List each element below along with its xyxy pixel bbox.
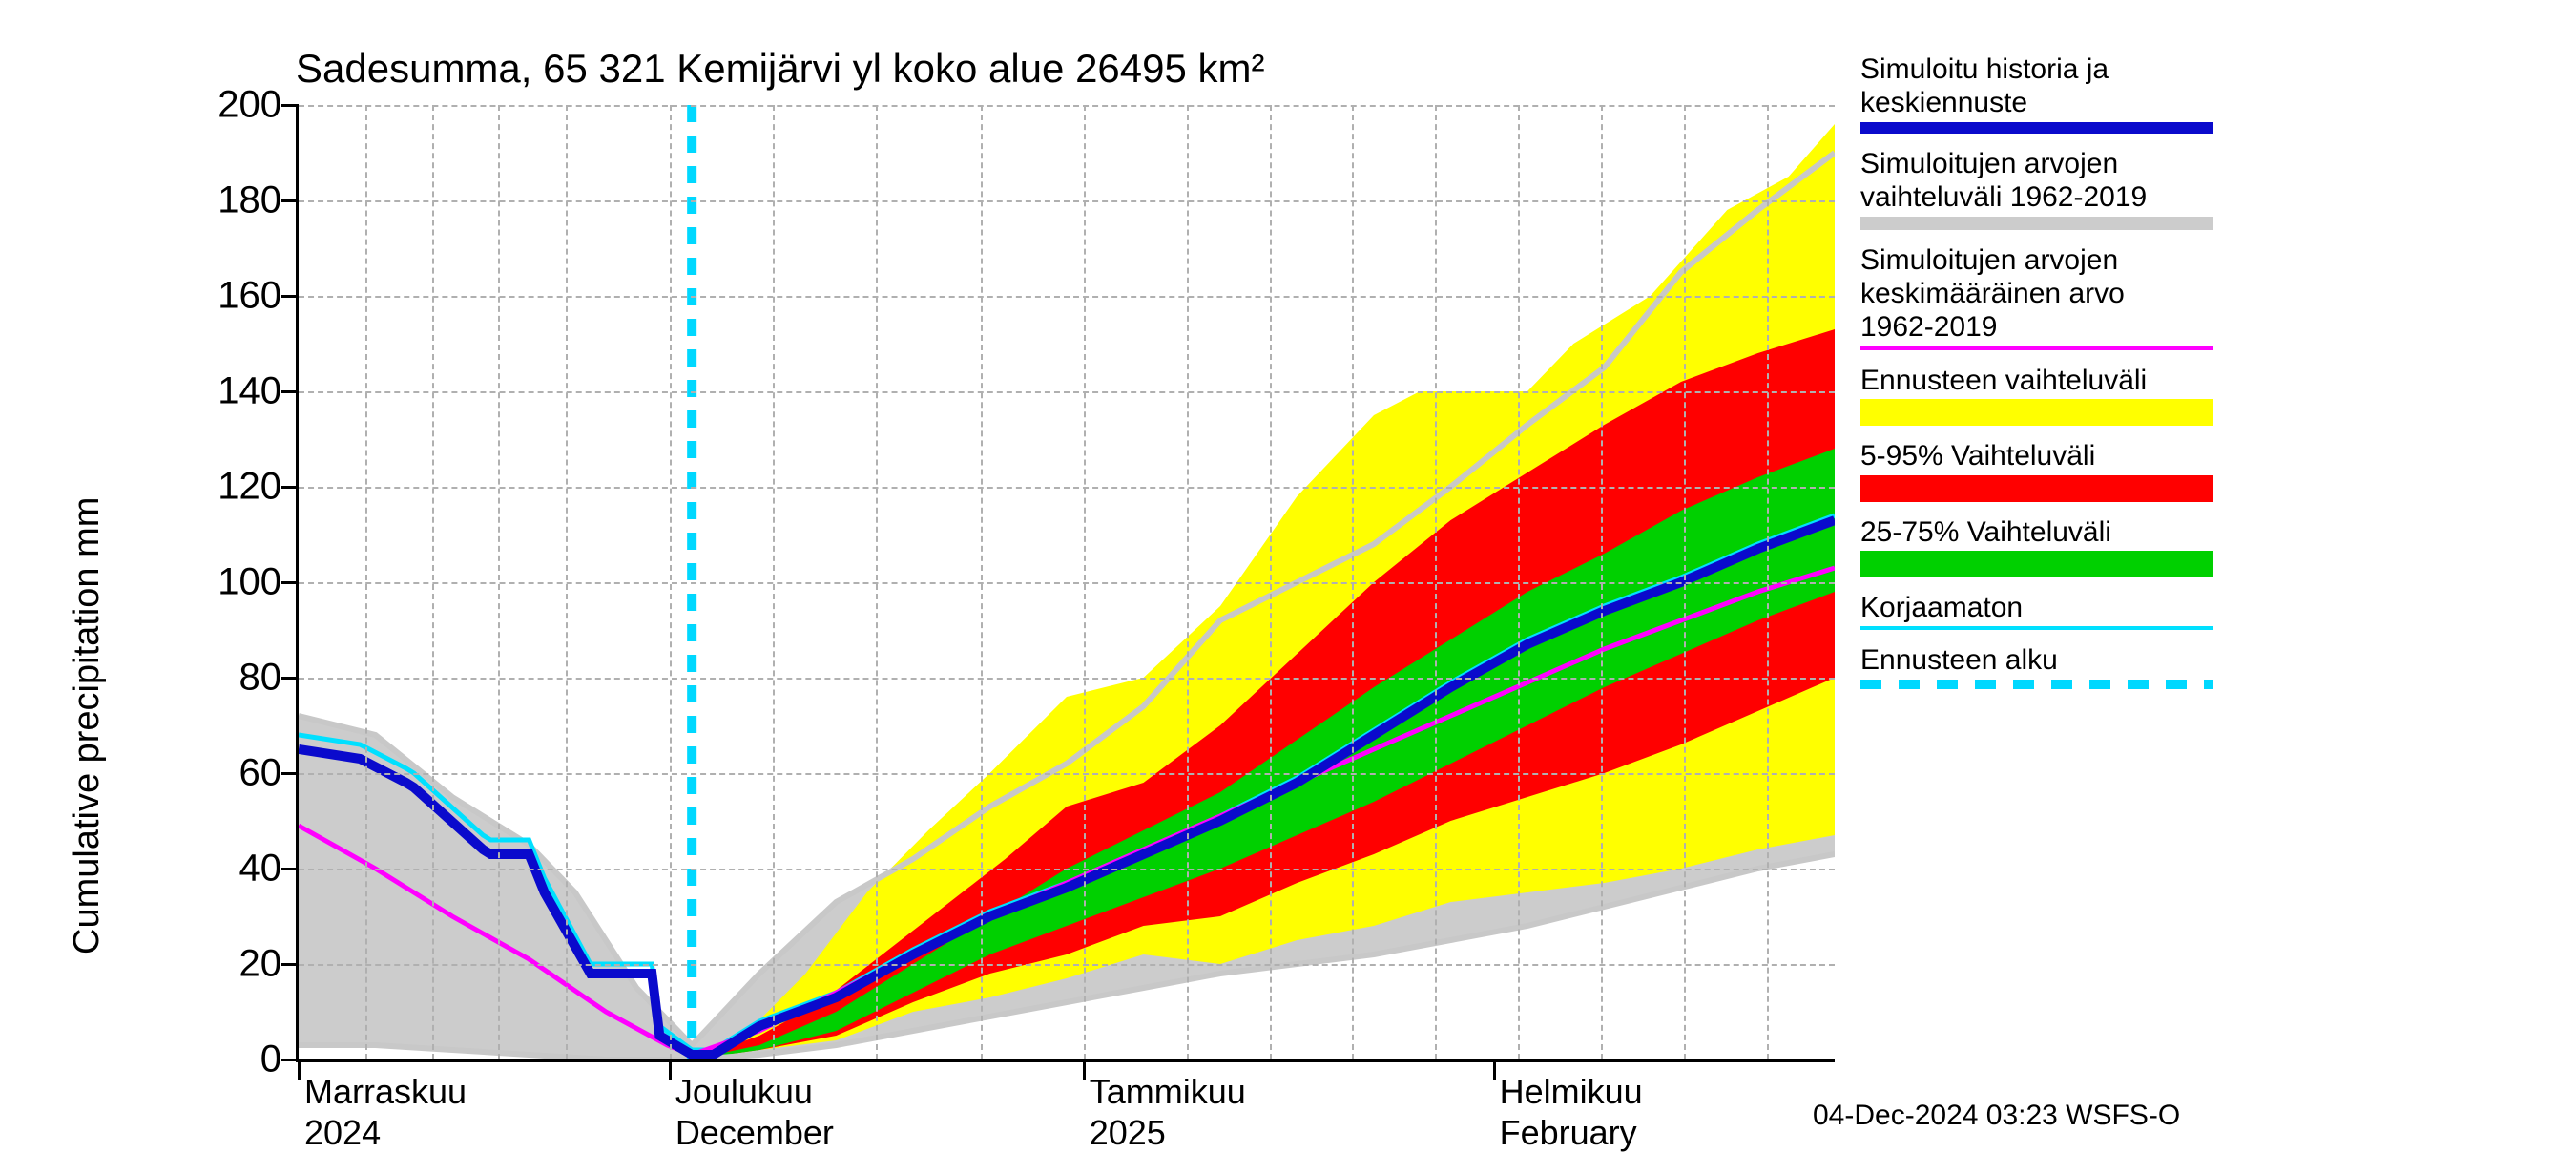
grid-line-h [299,200,1835,202]
grid-line-v [1518,105,1520,1059]
y-tick-mark [281,868,299,870]
y-tick-mark [281,199,299,202]
y-axis-label: Cumulative precipitation mm [67,497,108,954]
plot-area: 020406080100120140160180200Marraskuu 202… [296,105,1835,1062]
grid-line-h [299,391,1835,393]
grid-line-h [299,487,1835,489]
legend-swatch [1860,475,2213,502]
legend-label: Ennusteen alku [1860,643,2242,677]
legend-swatch [1860,626,2213,630]
grid-line-v [566,105,568,1059]
grid-line-v [1767,105,1769,1059]
y-tick-label: 200 [167,84,281,127]
legend-item: Simuloitujen arvojen vaihteluväli 1962-2… [1860,147,2242,230]
legend-label: Simuloitu historia ja keskiennuste [1860,52,2242,120]
y-tick-mark [281,295,299,298]
legend-label: 5-95% Vaihteluväli [1860,439,2242,472]
grid-line-v [1352,105,1354,1059]
grid-line-v [1435,105,1437,1059]
grid-line-h [299,296,1835,298]
y-tick-label: 40 [167,848,281,891]
grid-line-v [670,105,672,1059]
legend-label: Simuloitujen arvojen keskimääräinen arvo… [1860,243,2242,345]
y-tick-label: 160 [167,275,281,318]
y-tick-label: 100 [167,561,281,604]
legend-label: Korjaamaton [1860,591,2242,624]
grid-line-v [498,105,500,1059]
y-tick-mark [281,1059,299,1061]
legend-swatch [1860,399,2213,426]
y-tick-mark [281,677,299,680]
y-tick-mark [281,963,299,966]
legend-swatch [1860,551,2213,577]
x-tick-mark [1493,1059,1496,1080]
grid-line-v [1187,105,1189,1059]
y-tick-label: 180 [167,179,281,222]
grid-line-v [773,105,775,1059]
legend-item: Ennusteen vaihteluväli [1860,364,2242,426]
y-tick-label: 120 [167,466,281,509]
legend-item: Ennusteen alku [1860,643,2242,688]
legend-label: 25-75% Vaihteluväli [1860,515,2242,549]
legend-swatch [1860,346,2213,350]
grid-line-h [299,105,1835,107]
footer-timestamp: 04-Dec-2024 03:23 WSFS-O [1813,1100,2180,1132]
y-tick-mark [281,486,299,489]
chart-container: Sadesumma, 65 321 Kemijärvi yl koko alue… [0,0,2576,1145]
y-tick-label: 80 [167,657,281,700]
y-tick-label: 20 [167,943,281,986]
y-tick-mark [281,581,299,584]
x-tick-label: Marraskuu 2024 [304,1071,467,1153]
legend-label: Simuloitujen arvojen vaihteluväli 1962-2… [1860,147,2242,215]
legend-label: Ennusteen vaihteluväli [1860,364,2242,397]
grid-line-v [981,105,983,1059]
grid-line-v [1601,105,1603,1059]
grid-line-v [1270,105,1272,1059]
grid-line-v [876,105,878,1059]
legend-item: 25-75% Vaihteluväli [1860,515,2242,577]
y-tick-label: 140 [167,370,281,413]
y-tick-label: 0 [167,1038,281,1081]
grid-line-h [299,678,1835,680]
grid-line-h [299,964,1835,966]
x-tick-label: Tammikuu 2025 [1090,1071,1246,1153]
chart-title: Sadesumma, 65 321 Kemijärvi yl koko alue… [296,46,1265,92]
x-tick-mark [298,1059,301,1080]
grid-line-v [1684,105,1686,1059]
legend-item: Korjaamaton [1860,591,2242,630]
y-tick-mark [281,104,299,107]
y-tick-mark [281,390,299,393]
x-tick-mark [1083,1059,1086,1080]
legend-item: Simuloitu historia ja keskiennuste [1860,52,2242,134]
x-tick-mark [669,1059,672,1080]
grid-line-v [365,105,367,1059]
x-tick-label: Helmikuu February [1500,1071,1643,1153]
grid-line-v [432,105,434,1059]
grid-line-h [299,869,1835,870]
grid-line-h [299,773,1835,775]
legend: Simuloitu historia ja keskiennuste Simulo… [1860,52,2242,702]
legend-item: 5-95% Vaihteluväli [1860,439,2242,501]
legend-swatch [1860,122,2213,134]
legend-swatch [1860,217,2213,230]
x-tick-label: Joulukuu December [675,1071,834,1153]
y-tick-label: 60 [167,752,281,795]
grid-line-h [299,582,1835,584]
grid-line-v [1084,105,1086,1059]
y-tick-mark [281,772,299,775]
legend-item: Simuloitujen arvojen keskimääräinen arvo… [1860,243,2242,350]
legend-swatch [1860,680,2213,689]
